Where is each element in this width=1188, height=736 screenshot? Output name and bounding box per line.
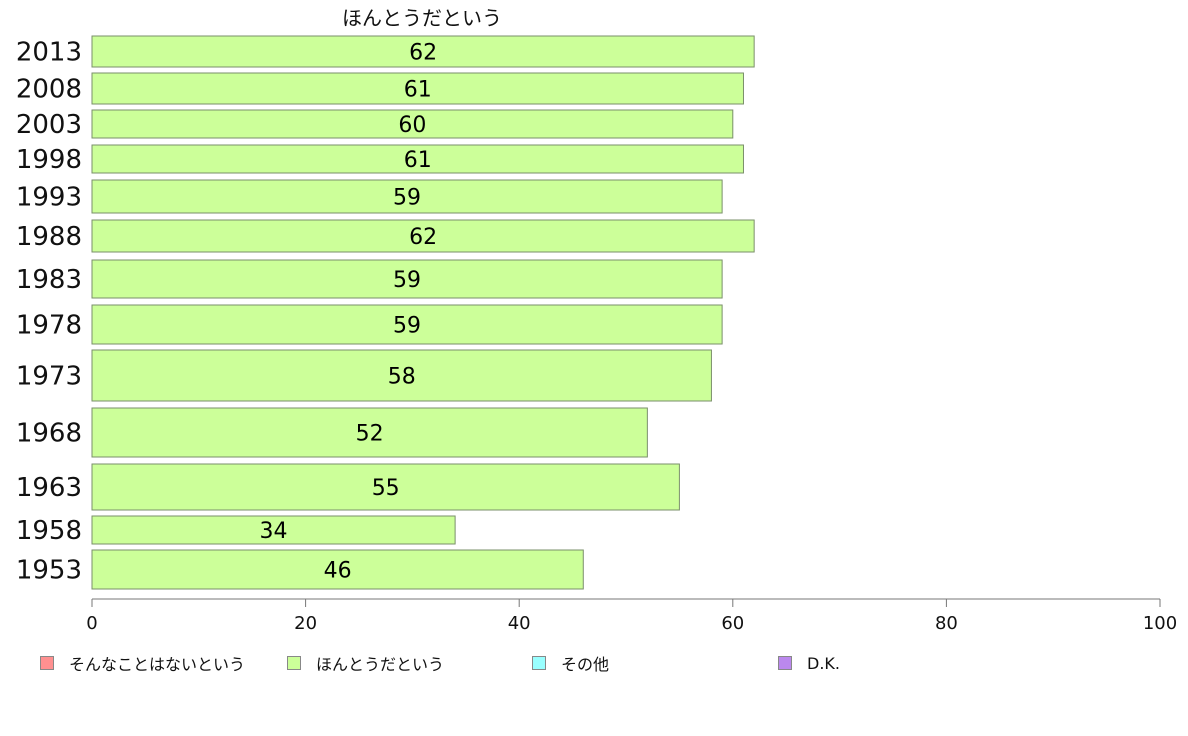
legend-label: そんなことはないという (69, 655, 246, 674)
x-tick-label: 40 (508, 613, 531, 634)
legend-label: ほんとうだという (316, 655, 445, 674)
legend-swatch (532, 656, 546, 670)
category-label: 1968 (16, 419, 82, 449)
legend-item-other: その他 (532, 652, 609, 674)
category-label: 1958 (16, 516, 82, 546)
data-label: 52 (356, 422, 384, 447)
bar (91, 304, 723, 345)
category-label: 1963 (16, 473, 82, 503)
category-label: 1953 (16, 556, 82, 586)
bar (91, 109, 734, 139)
data-label: 62 (409, 225, 437, 250)
legend-item-honto: ほんとうだという (287, 652, 444, 674)
data-label: 59 (393, 314, 421, 339)
data-label: 61 (404, 148, 432, 173)
data-label: 61 (404, 78, 432, 103)
data-label: 55 (372, 476, 400, 501)
bar (91, 72, 744, 105)
data-label: 59 (393, 186, 421, 211)
x-tick-label: 100 (1143, 613, 1177, 634)
data-label: 46 (324, 559, 352, 584)
data-label: 58 (388, 365, 416, 390)
legend: そんなことはないという ほんとうだという その他 D.K. (0, 652, 1188, 676)
legend-swatch (40, 656, 54, 670)
category-label: 1993 (16, 183, 82, 213)
category-label: 1973 (16, 362, 82, 392)
legend-label: その他 (561, 655, 610, 674)
bar (91, 463, 680, 511)
bar (91, 349, 712, 402)
category-label: 1998 (16, 145, 82, 175)
legend-label: D.K. (807, 653, 840, 673)
legend-item-soto: そんなことはないという (40, 652, 245, 674)
x-axis: 0 20 40 60 80 100 (86, 598, 1177, 634)
legend-item-dk: D.K. (778, 652, 840, 674)
x-tick-label: 80 (935, 613, 958, 634)
bar (91, 144, 744, 174)
category-label: 1978 (16, 311, 82, 341)
category-label: 1983 (16, 265, 82, 295)
category-label: 2008 (16, 75, 82, 105)
bar (91, 35, 755, 68)
bar (91, 259, 723, 299)
x-tick-label: 0 (86, 613, 97, 634)
data-label: 59 (393, 268, 421, 293)
x-tick-label: 60 (721, 613, 744, 634)
bar (91, 179, 723, 214)
legend-swatch (778, 656, 792, 670)
bar (91, 407, 648, 458)
chart-title: ほんとうだという (342, 6, 502, 30)
data-label: 60 (398, 113, 426, 138)
bar (91, 219, 755, 253)
category-label: 2003 (16, 110, 82, 140)
category-label: 1988 (16, 222, 82, 252)
data-label: 62 (409, 41, 437, 66)
bar (91, 549, 584, 590)
bars: 2013 62 2008 61 2003 60 1998 61 1993 59 1988 62 1983… (16, 35, 755, 590)
data-label: 34 (260, 519, 288, 544)
bar (91, 515, 456, 545)
legend-swatch (287, 656, 301, 670)
x-tick-label: 20 (294, 613, 317, 634)
category-label: 2013 (16, 38, 82, 68)
